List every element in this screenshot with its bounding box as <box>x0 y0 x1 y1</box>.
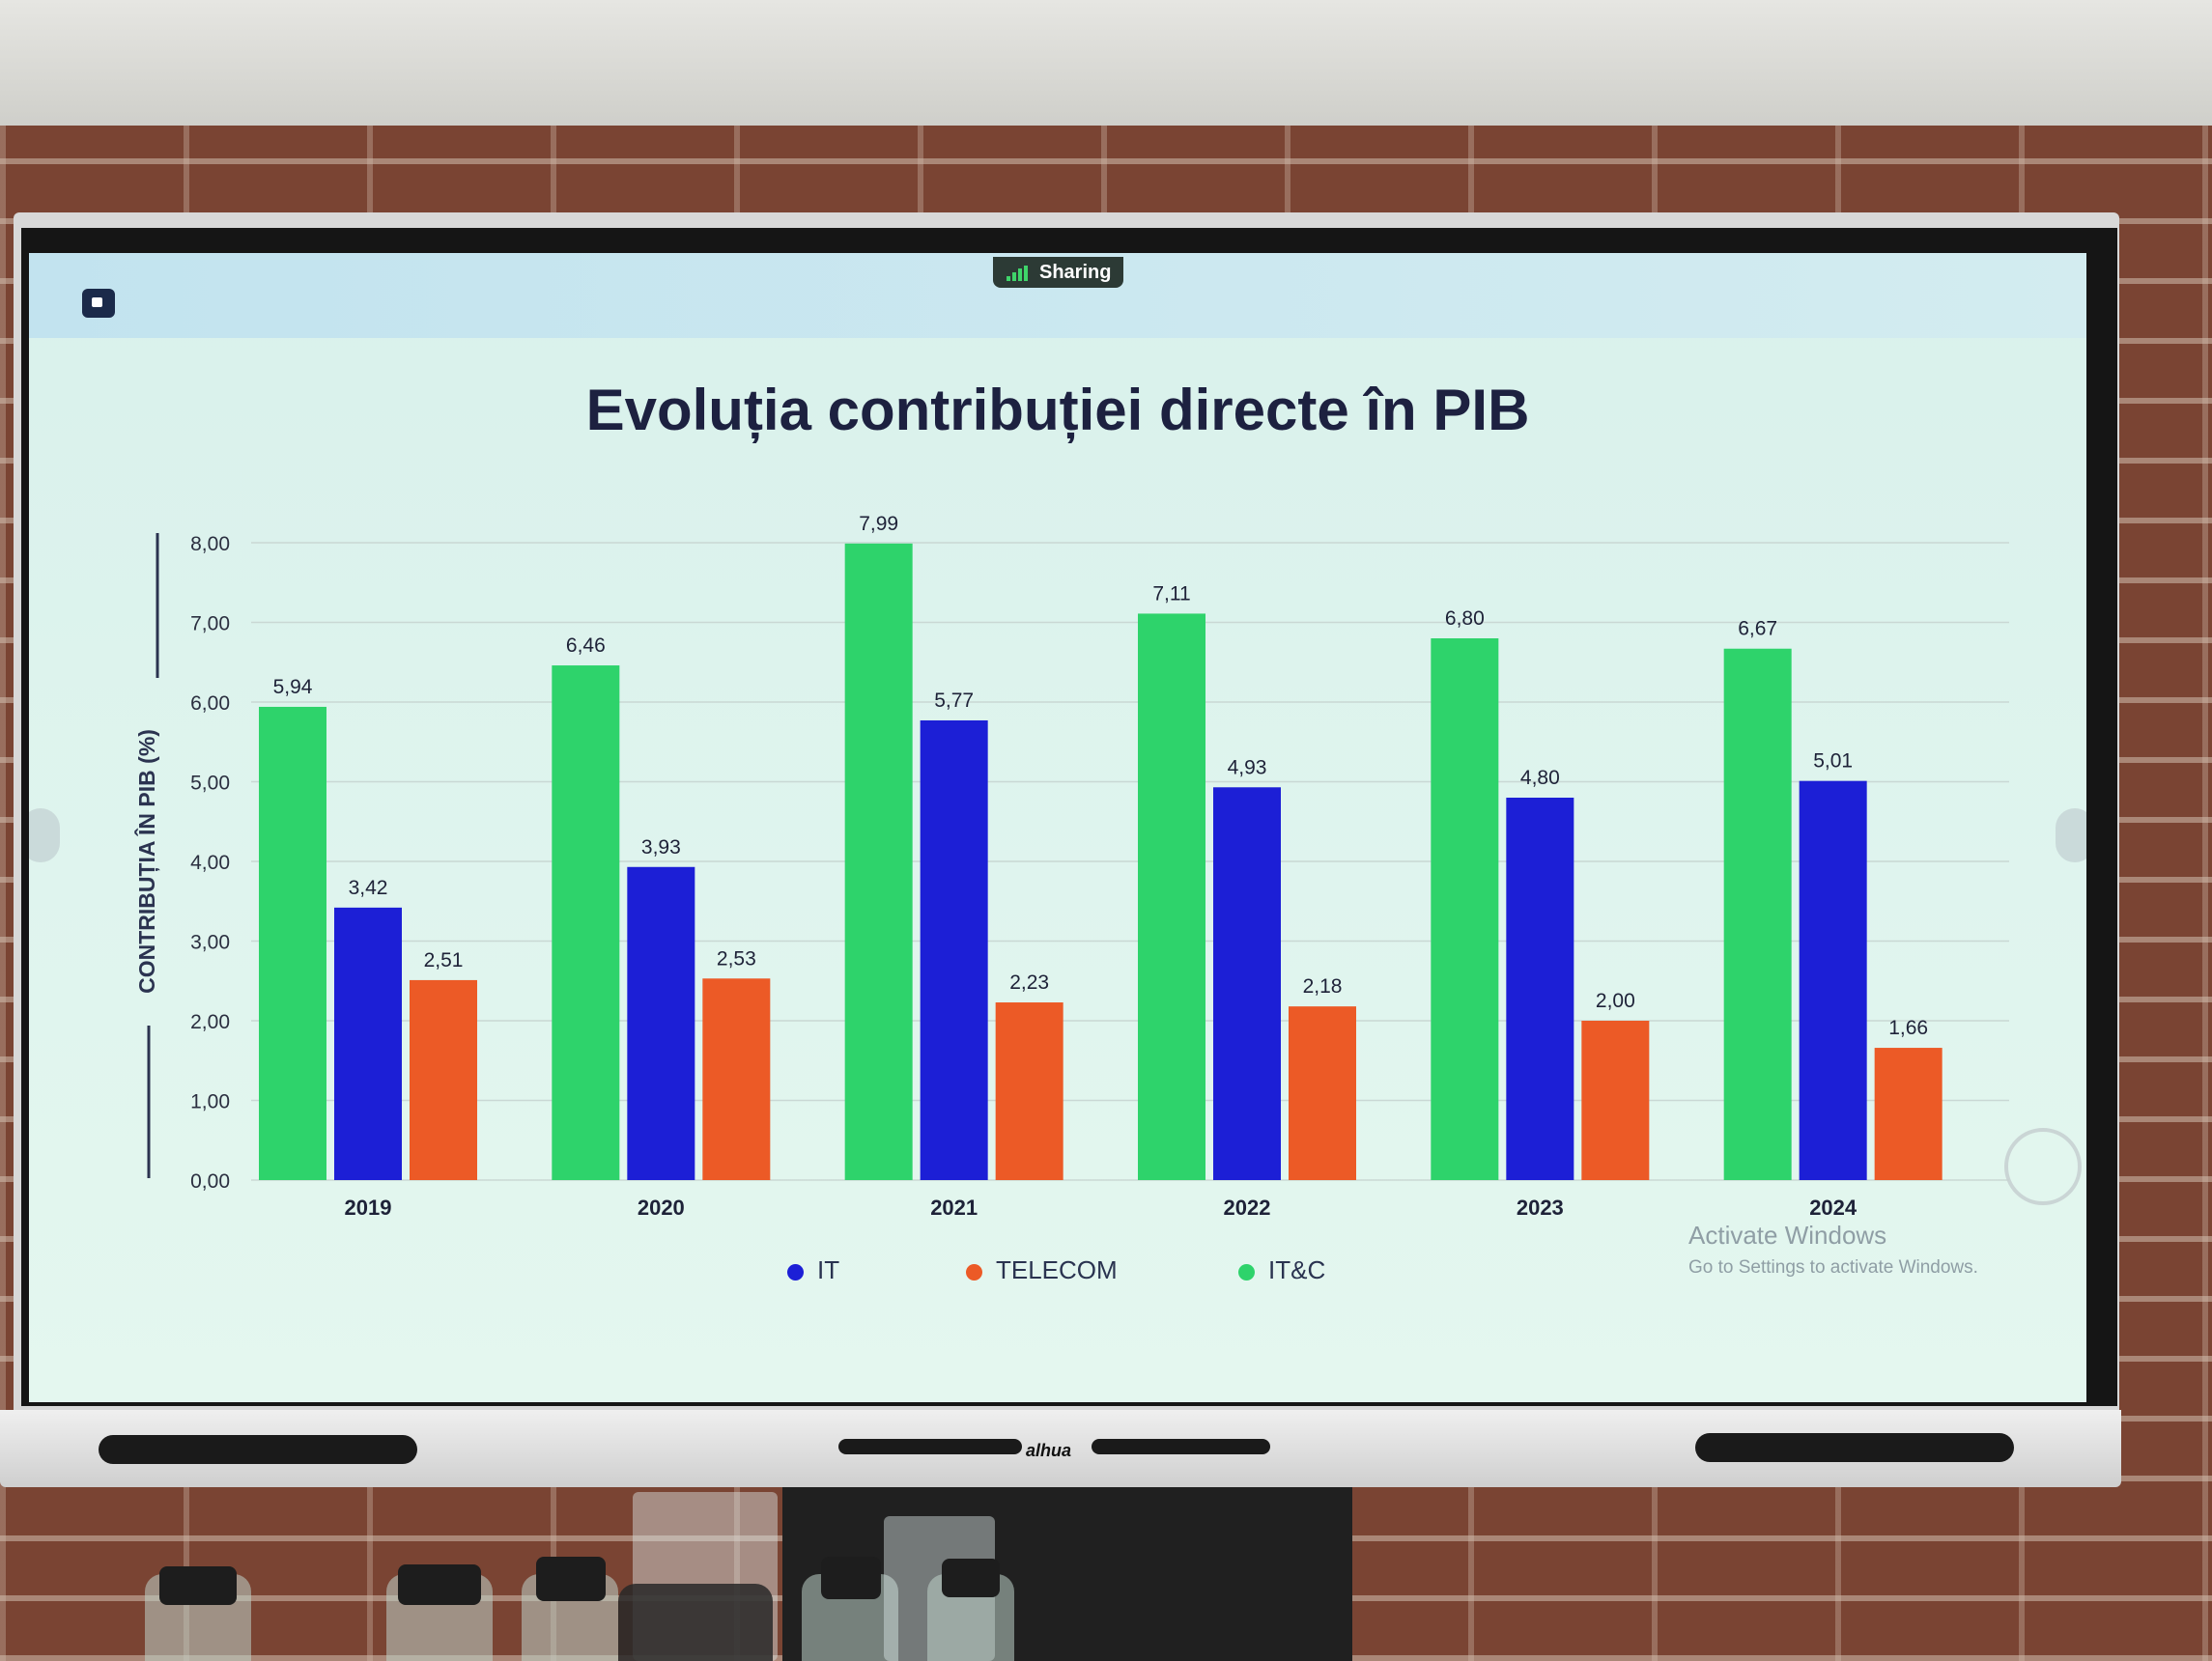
data-label: 5,94 <box>273 676 313 698</box>
data-label: 6,67 <box>1738 618 1777 640</box>
bar-telecom-2023 <box>1581 1021 1650 1180</box>
bar-telecom-2021 <box>995 1002 1063 1180</box>
bar-itc-2021 <box>844 543 913 1180</box>
legend-item-it: IT <box>787 1255 839 1294</box>
tv-bottom-bar <box>0 1410 2121 1487</box>
bar-itc-2022 <box>1138 613 1205 1180</box>
data-label: 2,00 <box>1596 990 1635 1012</box>
tv-logo-strip-left <box>838 1439 1022 1454</box>
y-tick-label: 3,00 <box>190 932 230 954</box>
bottle-cap <box>398 1564 481 1605</box>
bar-it-2024 <box>1799 780 1867 1180</box>
bar-it-2019 <box>334 907 402 1180</box>
bar-itc-2024 <box>1723 648 1792 1180</box>
tv-brand-logo: alhua <box>1026 1441 1072 1460</box>
bar-it-2022 <box>1213 787 1281 1180</box>
y-tick-label: 6,00 <box>190 692 230 715</box>
bottle-cap <box>942 1559 1000 1597</box>
tv-logo-strip-right <box>1092 1439 1270 1454</box>
data-label: 2,23 <box>1009 971 1049 994</box>
y-tick-label: 7,00 <box>190 613 230 635</box>
y-tick-label: 2,00 <box>190 1011 230 1033</box>
data-label: 1,66 <box>1888 1017 1928 1039</box>
x-tick-label: 2024 <box>1809 1196 1858 1220</box>
legend-item-telecom: TELECOM <box>966 1255 1118 1294</box>
bar-itc-2019 <box>259 706 326 1180</box>
data-label: 2,18 <box>1303 975 1343 998</box>
floating-circle-button[interactable] <box>2004 1128 2082 1205</box>
data-label: 4,93 <box>1228 756 1267 778</box>
chart-title: Evoluția contribuției directe în PIB <box>585 378 1530 442</box>
data-label: 7,99 <box>859 513 898 535</box>
bar-telecom-2024 <box>1874 1048 1943 1180</box>
left-side-handle[interactable] <box>29 808 60 862</box>
y-tick-label: 8,00 <box>190 533 230 555</box>
legend-label-it: IT <box>817 1255 840 1284</box>
sharing-indicator[interactable]: Sharing <box>993 257 1123 288</box>
data-label: 7,11 <box>1152 582 1190 605</box>
data-label: 3,93 <box>641 836 681 859</box>
x-tick-label: 2022 <box>1224 1196 1271 1220</box>
y-axis-title: CONTRIBUȚIA ÎN PIB (%) <box>133 729 159 994</box>
data-label: 3,42 <box>349 877 388 899</box>
bar-itc-2023 <box>1431 638 1499 1180</box>
y-tick-label: 5,00 <box>190 773 230 795</box>
bar-itc-2020 <box>552 665 620 1180</box>
activation-watermark-subtitle: Go to Settings to activate Windows. <box>1688 1257 1978 1278</box>
legend-marker-telecom <box>966 1263 982 1281</box>
sharing-label: Sharing <box>1039 262 1112 283</box>
data-label: 5,01 <box>1813 750 1853 773</box>
bar-it-2023 <box>1506 798 1574 1180</box>
y-tick-label: 4,00 <box>190 852 230 874</box>
data-label: 6,46 <box>566 634 606 657</box>
bottle-cap <box>821 1557 881 1599</box>
x-tick-label: 2020 <box>638 1196 685 1220</box>
y-tick-label: 0,00 <box>190 1170 230 1193</box>
legend-label-itc: IT&C <box>1268 1255 1326 1284</box>
tv-port-panel <box>99 1435 417 1464</box>
x-tick-label: 2021 <box>930 1196 978 1220</box>
y-tick-label: 1,00 <box>190 1091 230 1113</box>
ceiling <box>0 0 2212 126</box>
data-label: 2,53 <box>717 947 756 970</box>
app-icon[interactable] <box>82 289 115 318</box>
bar-telecom-2020 <box>702 978 771 1180</box>
data-label: 2,51 <box>424 949 464 971</box>
bar-it-2021 <box>920 719 988 1180</box>
legend-label-telecom: TELECOM <box>996 1255 1118 1284</box>
bottle-cap <box>159 1566 237 1605</box>
data-label: 6,80 <box>1445 607 1485 630</box>
x-tick-label: 2023 <box>1517 1196 1564 1220</box>
bar-telecom-2019 <box>410 979 477 1180</box>
presentation-screen: Sharing Evoluția contribuției directe în… <box>29 253 2086 1402</box>
legend-marker-it <box>787 1263 804 1281</box>
bar-chart: 0,00 1,00 2,00 3,00 4,00 5,00 6,00 7,00 8,00 CONT… <box>133 513 2009 1220</box>
legend-marker-itc <box>1238 1263 1255 1281</box>
bar-telecom-2022 <box>1289 1006 1356 1180</box>
tv-control-panel[interactable] <box>1695 1433 2014 1462</box>
bottle-cap <box>536 1557 606 1601</box>
activation-watermark-title: Activate Windows <box>1688 1221 1887 1250</box>
x-tick-label: 2019 <box>345 1196 392 1220</box>
bottle <box>618 1584 773 1661</box>
data-label: 4,80 <box>1520 767 1560 789</box>
right-side-handle[interactable] <box>2056 808 2086 862</box>
data-label: 5,77 <box>934 690 974 712</box>
legend-item-itc: IT&C <box>1238 1255 1325 1294</box>
signal-icon <box>1007 266 1028 281</box>
bar-it-2020 <box>627 866 695 1180</box>
